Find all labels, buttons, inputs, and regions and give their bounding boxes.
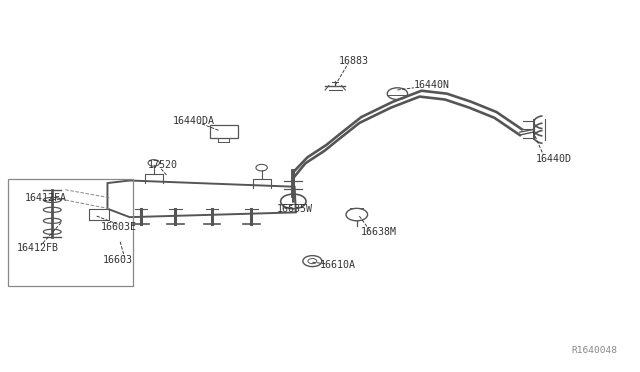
Text: 16440D: 16440D: [536, 154, 572, 164]
Bar: [210, 125, 237, 138]
Text: 16440N: 16440N: [414, 80, 450, 90]
Text: 16412FB: 16412FB: [17, 243, 59, 253]
Text: 17520: 17520: [147, 160, 177, 170]
Text: 16883: 16883: [339, 57, 369, 67]
Text: R1640048: R1640048: [571, 346, 617, 355]
Text: 16603E: 16603E: [101, 222, 137, 232]
Text: 16635W: 16635W: [277, 204, 313, 214]
Text: 16610A: 16610A: [320, 260, 356, 270]
Bar: [8, 179, 134, 286]
Text: 16603: 16603: [103, 255, 133, 265]
Text: 16638M: 16638M: [361, 227, 397, 237]
Text: 16440DA: 16440DA: [173, 116, 215, 126]
Text: 16412FA: 16412FA: [25, 193, 67, 203]
